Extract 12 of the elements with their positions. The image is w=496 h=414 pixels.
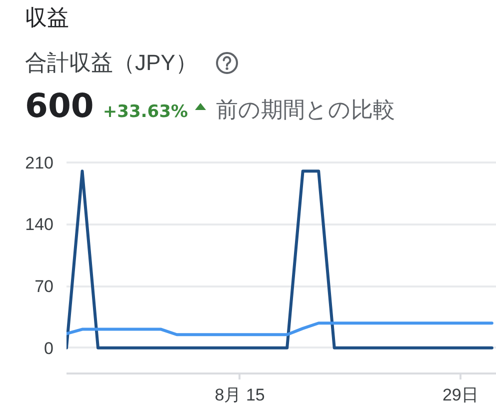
text: 前の期間との比較 <box>216 96 395 124</box>
text: +33.63% <box>102 101 188 124</box>
y-tick-label: 140 <box>25 215 54 234</box>
line-series <box>66 322 494 336</box>
y-tick-label: 70 <box>34 277 54 296</box>
y-tick-label: 0 <box>44 338 54 358</box>
x-tick-label: 8月 15 <box>214 386 265 404</box>
chart-title: 収益 <box>25 4 69 32</box>
chart-subtitle: 合計収益（JPY） <box>25 49 198 77</box>
x-tick-label: 29日 <box>442 386 478 404</box>
text: 600 <box>25 85 94 127</box>
y-tick-label: 210 <box>25 153 54 172</box>
